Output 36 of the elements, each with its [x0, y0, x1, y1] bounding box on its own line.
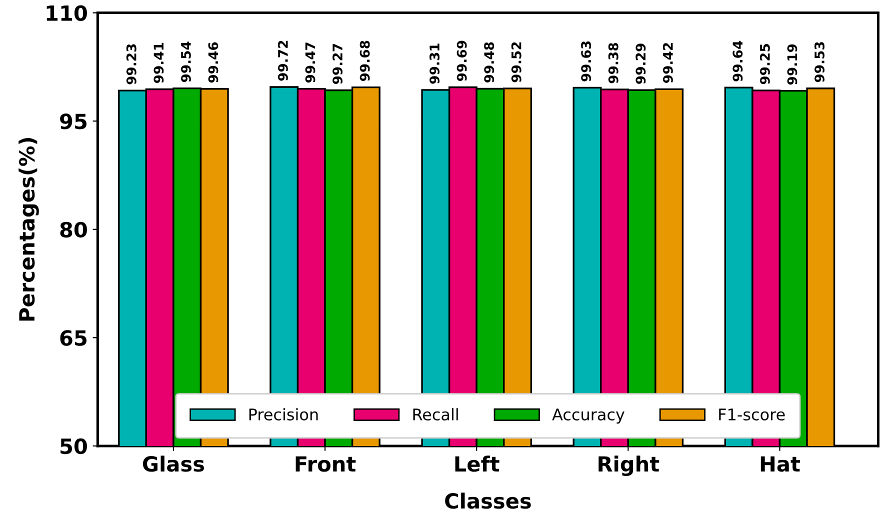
- x-tick-label: Glass: [142, 456, 204, 472]
- data-label: 99.42: [662, 43, 673, 83]
- y-axis-title: Percentages(%): [18, 138, 39, 321]
- data-label: 99.41: [154, 42, 164, 84]
- data-label: 99.48: [484, 42, 494, 83]
- x-axis-title: Classes: [445, 492, 531, 509]
- y-tick-label: 65: [60, 330, 87, 346]
- data-label: 99.29: [636, 44, 646, 84]
- data-label: 99.69: [456, 40, 467, 81]
- x-tick-label: Right: [598, 456, 660, 476]
- data-label: 99.68: [360, 40, 370, 82]
- x-tick-label: Left: [455, 456, 500, 472]
- data-label: 99.19: [787, 44, 798, 85]
- data-label: 99.23: [126, 44, 136, 84]
- legend-label: Accuracy: [552, 408, 624, 424]
- y-tick-label: 95: [60, 114, 87, 130]
- data-label: 99.64: [732, 40, 743, 82]
- x-tick-label: Hat: [760, 456, 800, 472]
- data-label: 99.53: [814, 42, 824, 82]
- y-tick-label: 80: [60, 222, 87, 238]
- data-label: 99.27: [332, 44, 342, 84]
- x-tick-label: Front: [296, 456, 356, 472]
- data-label: 99.31: [430, 44, 440, 84]
- y-tick-label: 50: [60, 438, 87, 454]
- y-tick-label: 110: [46, 5, 87, 22]
- legend-label: Recall: [413, 408, 458, 420]
- data-label: 99.72: [278, 40, 288, 81]
- data-label: 99.25: [760, 44, 770, 84]
- data-label: 99.54: [180, 42, 191, 82]
- data-label: 99.38: [608, 42, 618, 84]
- data-label: 99.63: [581, 41, 592, 82]
- legend-label: F1-score: [719, 408, 785, 420]
- data-label: 99.46: [208, 42, 218, 83]
- legend-label: Precision: [249, 408, 318, 420]
- data-label: 99.47: [305, 42, 316, 83]
- data-label: 99.52: [511, 42, 522, 82]
